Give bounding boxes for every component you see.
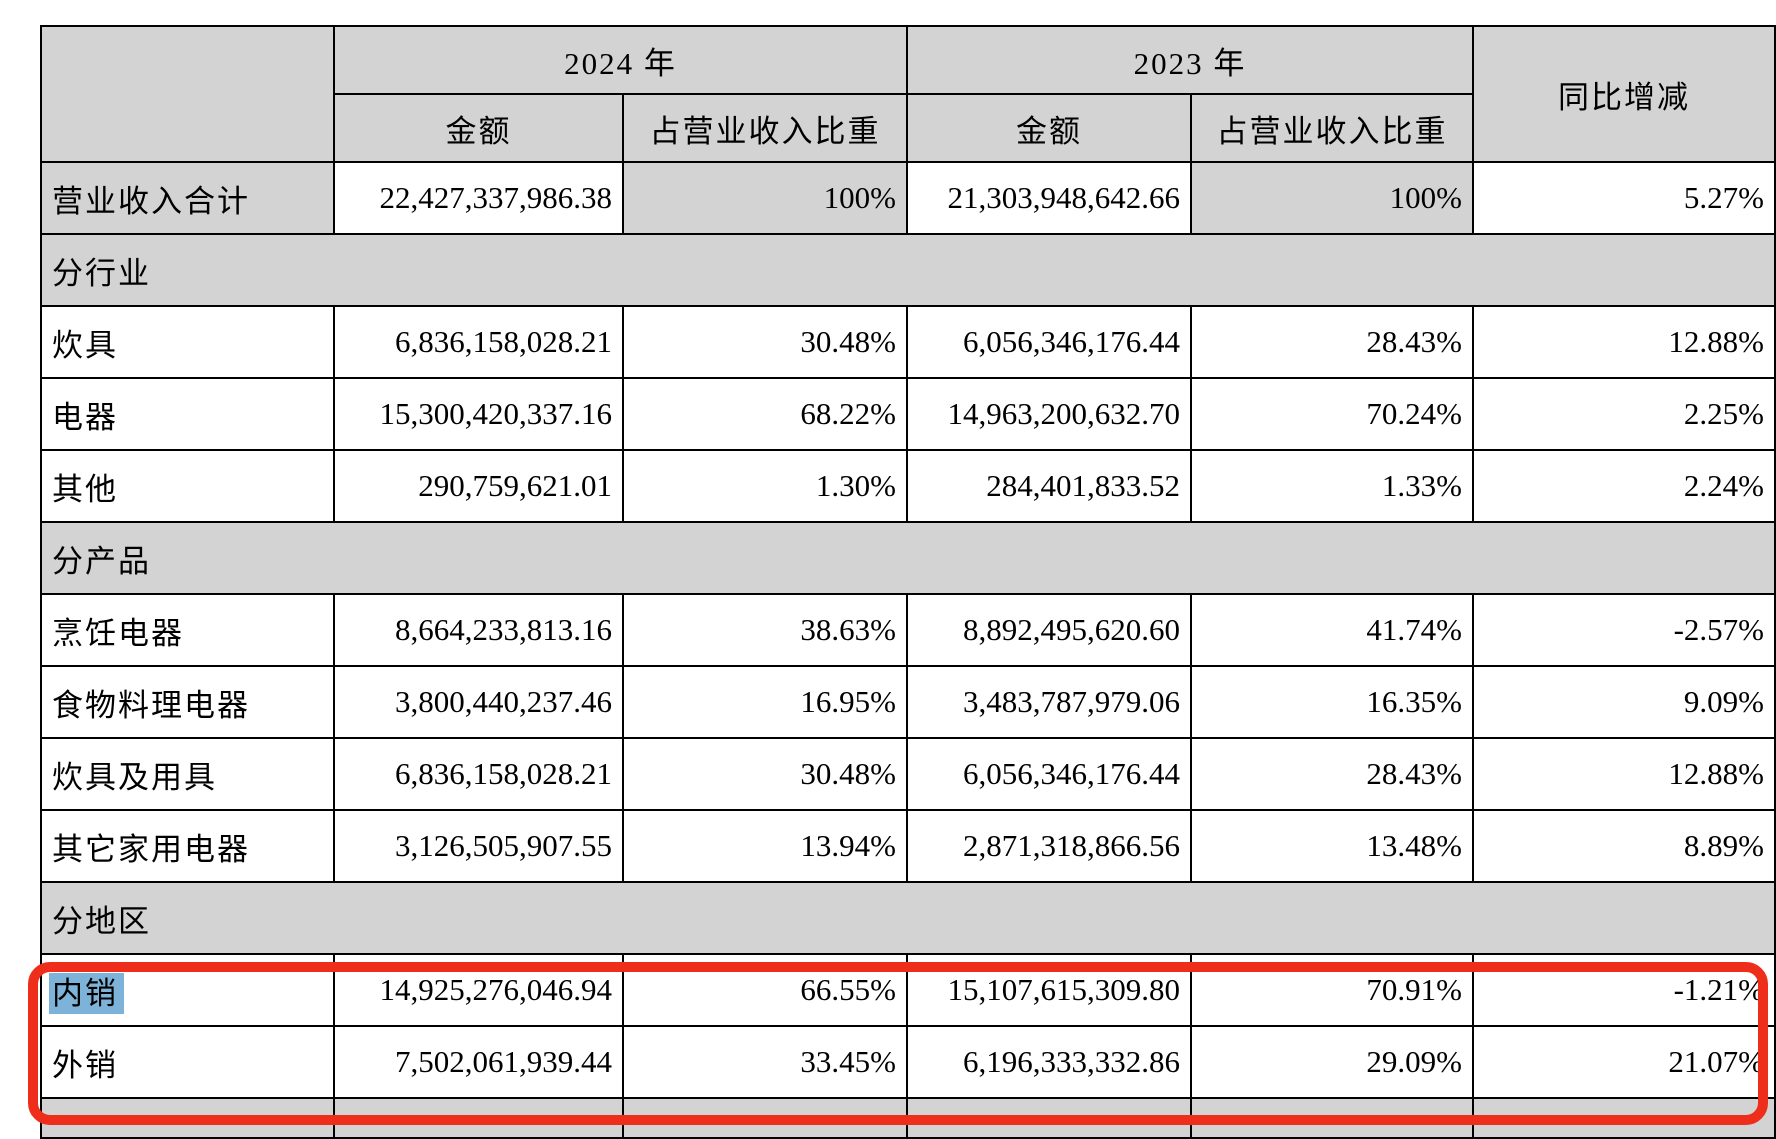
amount-2024-cell: 8,664,233,813.16 — [333, 593, 624, 667]
table-row-export-sales: 外销 7,502,061,939.44 33.45% 6,196,333,332… — [40, 1025, 1776, 1099]
table-row-domestic-sales: 内销 14,925,276,046.94 66.55% 15,107,615,3… — [40, 953, 1776, 1027]
amount-2023-cell: 2,871,318,866.56 — [906, 809, 1192, 883]
row-label-cell: 外销 — [40, 1025, 335, 1099]
corner-blank-cell — [40, 25, 335, 163]
share-2024-cell: 1.30% — [622, 449, 908, 523]
share-2024-cell: 38.63% — [622, 593, 908, 667]
header-row-years: 2024 年 2023 年 同比增减 — [40, 25, 1776, 163]
amount-2024-cell: 6,836,158,028.21 — [333, 737, 624, 811]
section-title: 分产品 — [40, 521, 1776, 595]
amount-2024-cell: 290,759,621.01 — [333, 449, 624, 523]
amount-2023-cell: 3,483,787,979.06 — [906, 665, 1192, 739]
share-2024-cell: 66.55% — [622, 953, 908, 1027]
yoy-cell: 12.88% — [1472, 305, 1776, 379]
row-label-cell: 其他 — [40, 449, 335, 523]
section-title: 分行业 — [40, 233, 1776, 307]
section-row-by-product: 分产品 — [40, 521, 1776, 595]
share-2023-cell: 41.74% — [1190, 593, 1474, 667]
yoy-cell: 8.89% — [1472, 809, 1776, 883]
amount-2023-cell: 284,401,833.52 — [906, 449, 1192, 523]
share-2023-cell: 100% — [1190, 161, 1474, 235]
amount-2024-header: 金额 — [333, 93, 624, 163]
row-label-cell — [40, 1097, 335, 1139]
share-2024-cell: 30.48% — [622, 305, 908, 379]
yoy-cell — [1472, 1097, 1776, 1139]
yoy-cell: 2.25% — [1472, 377, 1776, 451]
row-label-cell: 电器 — [40, 377, 335, 451]
amount-2024-cell: 7,502,061,939.44 — [333, 1025, 624, 1099]
share-2023-cell: 28.43% — [1190, 305, 1474, 379]
section-row-by-region: 分地区 — [40, 881, 1776, 955]
amount-2024-cell: 15,300,420,337.16 — [333, 377, 624, 451]
share-2024-cell: 68.22% — [622, 377, 908, 451]
selected-text-highlight[interactable]: 内销 — [49, 972, 124, 1014]
yoy-cell: 21.07% — [1472, 1025, 1776, 1099]
amount-2024-cell: 14,925,276,046.94 — [333, 953, 624, 1027]
table-row-cutoff — [40, 1097, 1776, 1139]
share-2023-cell: 70.91% — [1190, 953, 1474, 1027]
share-2023-cell: 16.35% — [1190, 665, 1474, 739]
yoy-cell: 9.09% — [1472, 665, 1776, 739]
amount-2023-cell: 15,107,615,309.80 — [906, 953, 1192, 1027]
share-2023-cell: 29.09% — [1190, 1025, 1474, 1099]
yoy-cell: 5.27% — [1472, 161, 1776, 235]
row-label-cell: 食物料理电器 — [40, 665, 335, 739]
row-label-cell: 炊具及用具 — [40, 737, 335, 811]
section-title: 分地区 — [40, 881, 1776, 955]
row-label-cell: 营业收入合计 — [40, 161, 335, 235]
amount-2023-cell — [906, 1097, 1192, 1139]
row-label-cell: 炊具 — [40, 305, 335, 379]
amount-2023-cell: 6,056,346,176.44 — [906, 737, 1192, 811]
table-row: 其他 290,759,621.01 1.30% 284,401,833.52 1… — [40, 449, 1776, 523]
yoy-change-header: 同比增减 — [1472, 25, 1776, 163]
share-2024-cell: 16.95% — [622, 665, 908, 739]
share-2023-cell: 13.48% — [1190, 809, 1474, 883]
amount-2024-cell: 22,427,337,986.38 — [333, 161, 624, 235]
amount-2023-cell: 8,892,495,620.60 — [906, 593, 1192, 667]
share-2024-cell — [622, 1097, 908, 1139]
amount-2023-cell: 14,963,200,632.70 — [906, 377, 1192, 451]
amount-2024-cell: 3,800,440,237.46 — [333, 665, 624, 739]
amount-2024-cell: 6,836,158,028.21 — [333, 305, 624, 379]
row-label-cell: 其它家用电器 — [40, 809, 335, 883]
share-2024-cell: 33.45% — [622, 1025, 908, 1099]
row-label-cell: 烹饪电器 — [40, 593, 335, 667]
amount-2024-cell: 3,126,505,907.55 — [333, 809, 624, 883]
share-2023-cell: 28.43% — [1190, 737, 1474, 811]
revenue-breakdown-table: 2024 年 2023 年 同比增减 金额 占营业收入比重 金额 占营业收入比重… — [40, 25, 1776, 1139]
share-2023-cell: 70.24% — [1190, 377, 1474, 451]
table-row-total-revenue: 营业收入合计 22,427,337,986.38 100% 21,303,948… — [40, 161, 1776, 235]
table-row: 电器 15,300,420,337.16 68.22% 14,963,200,6… — [40, 377, 1776, 451]
amount-2024-cell — [333, 1097, 624, 1139]
share-2023-cell: 1.33% — [1190, 449, 1474, 523]
share-2024-header: 占营业收入比重 — [622, 93, 908, 163]
share-2023-header: 占营业收入比重 — [1190, 93, 1474, 163]
yoy-cell: 2.24% — [1472, 449, 1776, 523]
share-2024-cell: 100% — [622, 161, 908, 235]
yoy-cell: -1.21% — [1472, 953, 1776, 1027]
table-row: 炊具及用具 6,836,158,028.21 30.48% 6,056,346,… — [40, 737, 1776, 811]
table-row: 食物料理电器 3,800,440,237.46 16.95% 3,483,787… — [40, 665, 1776, 739]
amount-2023-cell: 6,056,346,176.44 — [906, 305, 1192, 379]
header-row-measures: 金额 占营业收入比重 金额 占营业收入比重 — [41, 93, 1775, 163]
table-row: 其它家用电器 3,126,505,907.55 13.94% 2,871,318… — [40, 809, 1776, 883]
year-2023-header: 2023 年 — [906, 25, 1474, 95]
row-label-cell: 内销 — [40, 953, 335, 1027]
amount-2023-cell: 21,303,948,642.66 — [906, 161, 1192, 235]
share-2024-cell: 13.94% — [622, 809, 908, 883]
year-2024-header: 2024 年 — [333, 25, 908, 95]
share-2023-cell — [1190, 1097, 1474, 1139]
amount-2023-header: 金额 — [906, 93, 1192, 163]
section-row-by-industry: 分行业 — [40, 233, 1776, 307]
table-row: 炊具 6,836,158,028.21 30.48% 6,056,346,176… — [40, 305, 1776, 379]
amount-2023-cell: 6,196,333,332.86 — [906, 1025, 1192, 1099]
table-row: 烹饪电器 8,664,233,813.16 38.63% 8,892,495,6… — [40, 593, 1776, 667]
yoy-cell: -2.57% — [1472, 593, 1776, 667]
yoy-cell: 12.88% — [1472, 737, 1776, 811]
share-2024-cell: 30.48% — [622, 737, 908, 811]
